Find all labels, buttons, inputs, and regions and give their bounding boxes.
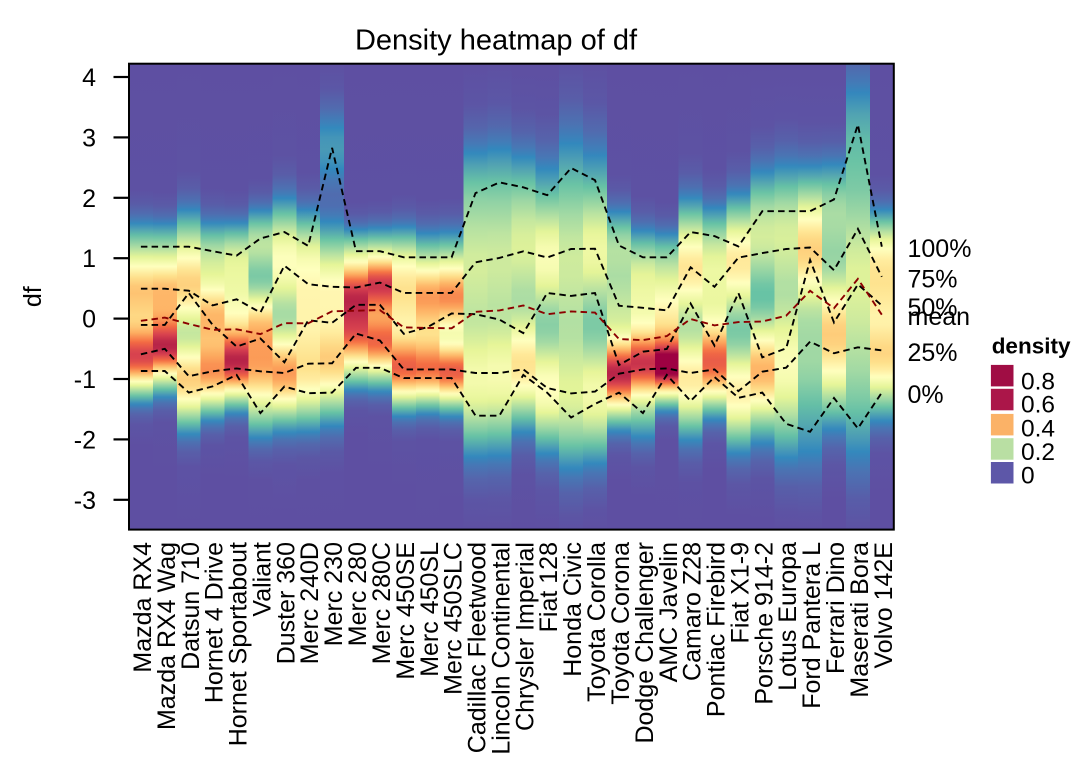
svg-text:75%: 75% xyxy=(908,265,958,293)
svg-text:mean: mean xyxy=(908,303,971,331)
svg-text:Lincoln Continental: Lincoln Continental xyxy=(487,542,515,755)
svg-text:-3: -3 xyxy=(74,487,96,515)
svg-text:Chrysler Imperial: Chrysler Imperial xyxy=(511,542,539,731)
svg-text:Merc 240D: Merc 240D xyxy=(296,542,324,664)
svg-text:AMC Javelin: AMC Javelin xyxy=(655,542,683,682)
svg-text:Duster 360: Duster 360 xyxy=(272,542,300,664)
svg-text:Merc 280: Merc 280 xyxy=(344,542,372,646)
svg-text:-2: -2 xyxy=(74,426,96,454)
svg-text:0.2: 0.2 xyxy=(1021,439,1055,466)
svg-text:Fiat 128: Fiat 128 xyxy=(535,542,563,632)
svg-text:density: density xyxy=(992,334,1071,359)
svg-text:50%: 50% xyxy=(908,294,958,322)
svg-text:Mazda RX4: Mazda RX4 xyxy=(129,542,157,673)
svg-text:-1: -1 xyxy=(74,366,96,394)
svg-text:Toyota Corona: Toyota Corona xyxy=(607,542,635,705)
svg-text:Cadillac Fleetwood: Cadillac Fleetwood xyxy=(464,542,492,753)
svg-text:Merc 450SL: Merc 450SL xyxy=(416,542,444,677)
svg-text:Datsun 710: Datsun 710 xyxy=(177,542,205,670)
svg-text:Valiant: Valiant xyxy=(248,542,276,617)
svg-text:Honda Civic: Honda Civic xyxy=(559,542,587,677)
svg-text:0.8: 0.8 xyxy=(1021,368,1055,395)
svg-text:Density heatmap of df: Density heatmap of df xyxy=(355,25,638,57)
svg-text:0.4: 0.4 xyxy=(1021,415,1055,442)
svg-text:Camaro Z28: Camaro Z28 xyxy=(679,542,707,681)
svg-text:Lotus Europa: Lotus Europa xyxy=(774,542,802,691)
svg-text:Pontiac Firebird: Pontiac Firebird xyxy=(703,542,731,717)
svg-text:0: 0 xyxy=(82,306,96,334)
svg-text:Merc 450SLC: Merc 450SLC xyxy=(440,542,468,695)
svg-text:25%: 25% xyxy=(908,339,958,367)
svg-text:Hornet Sportabout: Hornet Sportabout xyxy=(225,542,253,746)
svg-text:1: 1 xyxy=(82,245,96,273)
svg-text:4: 4 xyxy=(82,64,96,92)
svg-text:Merc 450SE: Merc 450SE xyxy=(392,542,420,680)
svg-text:Mazda RX4 Wag: Mazda RX4 Wag xyxy=(153,542,181,730)
svg-text:Merc 230: Merc 230 xyxy=(320,542,348,646)
svg-text:df: df xyxy=(19,286,47,307)
svg-text:Toyota Corolla: Toyota Corolla xyxy=(583,542,611,702)
svg-text:Porsche 914-2: Porsche 914-2 xyxy=(750,542,778,705)
svg-text:Volvo 142E: Volvo 142E xyxy=(870,542,898,669)
svg-text:Fiat X1-9: Fiat X1-9 xyxy=(726,542,754,643)
svg-text:Merc 280C: Merc 280C xyxy=(368,542,396,664)
svg-text:100%: 100% xyxy=(908,235,972,263)
svg-text:0: 0 xyxy=(1021,463,1035,490)
svg-text:Hornet 4 Drive: Hornet 4 Drive xyxy=(201,542,229,703)
svg-text:Maserati Bora: Maserati Bora xyxy=(846,542,874,698)
svg-text:0.6: 0.6 xyxy=(1021,392,1055,419)
svg-text:2: 2 xyxy=(82,185,96,213)
svg-text:Ferrari Dino: Ferrari Dino xyxy=(822,542,850,674)
svg-text:3: 3 xyxy=(82,124,96,152)
svg-text:0%: 0% xyxy=(908,381,944,409)
svg-text:Dodge Challenger: Dodge Challenger xyxy=(631,542,659,744)
svg-text:Ford Pantera L: Ford Pantera L xyxy=(798,542,826,709)
